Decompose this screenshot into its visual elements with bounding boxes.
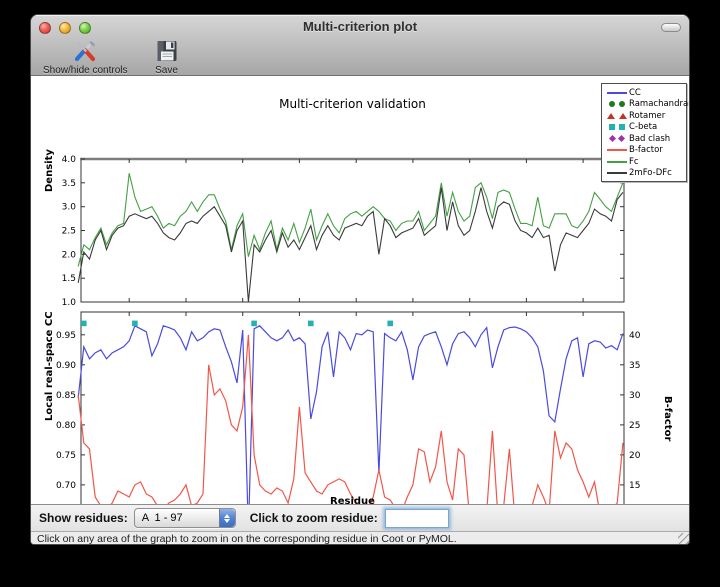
Rotamer-legend-swatch-icon bbox=[605, 112, 629, 119]
svg-text:4.0: 4.0 bbox=[62, 155, 77, 165]
bottom-left-y-axis-label: Local real-space CC bbox=[44, 311, 55, 421]
plot-area: Multi-criterion validation A10A20A30A40A… bbox=[31, 76, 690, 544]
status-bar: Click on any area of the graph to zoom i… bbox=[31, 531, 689, 545]
legend-entry: Bad clash bbox=[605, 133, 683, 145]
zoom-button[interactable] bbox=[79, 22, 91, 34]
minimize-button[interactable] bbox=[59, 22, 71, 34]
svg-text:0.80: 0.80 bbox=[56, 421, 76, 431]
svg-text:2.5: 2.5 bbox=[62, 227, 76, 237]
svg-text:40: 40 bbox=[629, 331, 641, 341]
svg-text:0.70: 0.70 bbox=[56, 481, 76, 491]
svg-text:0.95: 0.95 bbox=[56, 331, 76, 341]
app-window: Multi-criterion plot Show/hide controls bbox=[30, 14, 690, 545]
residue-range-value: A 1 - 97 bbox=[141, 512, 183, 524]
Bad clash-legend-swatch-icon bbox=[605, 135, 629, 143]
chart-legend: CC Ramachandran Rotamer C-beta Bad clash B-fa… bbox=[601, 83, 689, 182]
legend-entry: C-beta bbox=[605, 122, 683, 134]
svg-text:35: 35 bbox=[629, 361, 640, 371]
residue-range-select[interactable]: A 1 - 97 bbox=[133, 508, 236, 528]
toolbar-item-label: Show/hide controls bbox=[43, 65, 128, 76]
zoom-residue-input[interactable] bbox=[384, 508, 449, 528]
show-hide-controls-button[interactable]: Show/hide controls bbox=[37, 37, 134, 77]
controls-bar: Show residues: A 1 - 97 Click to zoom re… bbox=[31, 504, 689, 531]
legend-entry: B-factor bbox=[605, 145, 683, 157]
svg-text:1.0: 1.0 bbox=[62, 298, 77, 308]
CC-legend-swatch-icon bbox=[605, 91, 629, 94]
toolbar: Show/hide controls Save bbox=[31, 37, 186, 77]
toolbar-item-label: Save bbox=[155, 65, 178, 76]
legend-entry-label: Bad clash bbox=[629, 133, 671, 144]
legend-entry-label: Fc bbox=[629, 156, 639, 167]
svg-text:3.0: 3.0 bbox=[62, 203, 77, 213]
Ramachandran-legend-swatch-icon bbox=[605, 101, 629, 108]
chart-svg[interactable]: A10A20A30A40A50A60A70A80A901.01.52.02.53… bbox=[31, 76, 690, 544]
B-factor-legend-swatch-icon bbox=[605, 149, 629, 152]
svg-text:30: 30 bbox=[629, 391, 641, 401]
CC-line bbox=[77, 324, 624, 534]
svg-text:25: 25 bbox=[629, 421, 640, 431]
show-residues-label: Show residues: bbox=[39, 511, 128, 525]
toolbar-toggle-pill[interactable] bbox=[661, 23, 681, 32]
legend-entry: Fc bbox=[605, 156, 683, 168]
legend-entry-label: B-factor bbox=[629, 145, 663, 156]
legend-entry-label: 2mFo-DFc bbox=[629, 168, 672, 179]
bottom-right-y-axis-label: B-factor bbox=[662, 396, 673, 442]
popup-stepper-icon bbox=[218, 509, 235, 527]
Fc-line bbox=[77, 173, 624, 267]
svg-text:1.5: 1.5 bbox=[62, 274, 76, 284]
legend-entry: Rotamer bbox=[605, 110, 683, 122]
2mFo-DFc-line bbox=[77, 187, 624, 303]
save-button[interactable]: Save bbox=[148, 37, 186, 77]
legend-entry-label: Ramachandran bbox=[629, 99, 690, 110]
legend-entry-label: Rotamer bbox=[629, 110, 666, 121]
legend-entry: Ramachandran bbox=[605, 99, 689, 111]
save-icon bbox=[157, 41, 176, 61]
svg-text:3.5: 3.5 bbox=[62, 179, 76, 189]
svg-text:20: 20 bbox=[629, 451, 641, 461]
title-bar[interactable]: Multi-criterion plot bbox=[31, 15, 689, 37]
Bad clash-markers bbox=[106, 326, 584, 331]
resize-grip-icon[interactable] bbox=[678, 533, 689, 544]
legend-entry-label: C-beta bbox=[629, 122, 658, 133]
plot-canvas[interactable]: A10A20A30A40A50A60A70A80A901.01.52.02.53… bbox=[31, 76, 690, 544]
x-axis-label: Residue bbox=[330, 496, 375, 507]
legend-entry: CC bbox=[605, 87, 683, 99]
C-beta-legend-swatch-icon bbox=[605, 124, 629, 131]
tools-icon bbox=[75, 40, 96, 62]
Rotamer-markers bbox=[244, 314, 584, 318]
bottom-plot-frame bbox=[80, 311, 625, 544]
svg-text:2.0: 2.0 bbox=[62, 250, 77, 260]
svg-text:0.90: 0.90 bbox=[56, 361, 76, 371]
svg-text:0.85: 0.85 bbox=[56, 391, 76, 401]
legend-entry-label: CC bbox=[629, 87, 641, 98]
top-y-axis-label: Density bbox=[44, 149, 55, 192]
svg-text:0.75: 0.75 bbox=[56, 451, 76, 461]
window-title: Multi-criterion plot bbox=[302, 19, 418, 34]
close-button[interactable] bbox=[39, 22, 51, 34]
svg-text:15: 15 bbox=[629, 481, 640, 491]
chart-title: Multi-criterion validation bbox=[279, 97, 426, 111]
window-chrome: Multi-criterion plot Show/hide controls bbox=[31, 15, 689, 76]
Fc-legend-swatch-icon bbox=[605, 160, 629, 163]
2mFo-DFc-legend-swatch-icon bbox=[605, 172, 629, 175]
C-beta-markers bbox=[81, 320, 393, 327]
legend-entry: 2mFo-DFc bbox=[605, 168, 683, 180]
status-text: Click on any area of the graph to zoom i… bbox=[37, 533, 457, 545]
zoom-residue-label: Click to zoom residue: bbox=[249, 511, 378, 525]
